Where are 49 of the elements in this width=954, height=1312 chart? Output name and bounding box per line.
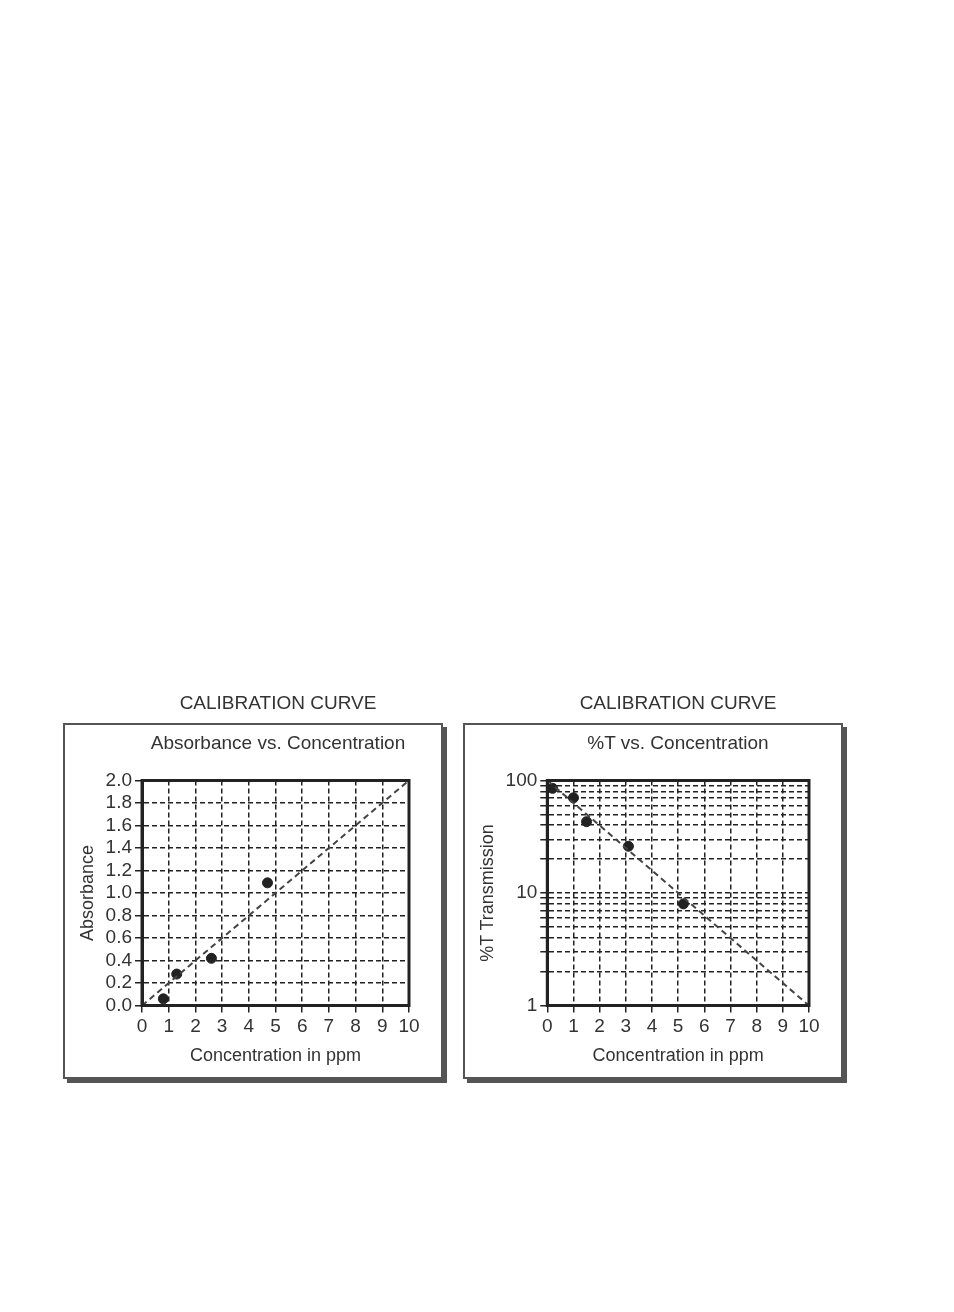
y-axis-title: %T Transmission bbox=[476, 824, 497, 962]
x-tick-label: 7 bbox=[725, 1015, 736, 1037]
x-tick-label: 7 bbox=[323, 1015, 335, 1037]
point bbox=[157, 993, 169, 1005]
x-tick-label: 1 bbox=[568, 1015, 579, 1037]
y-tick-label: 0.4 bbox=[105, 948, 133, 970]
chart-subtitle: %T vs. Concentration bbox=[586, 732, 770, 754]
x-tick-label: 5 bbox=[270, 1015, 281, 1037]
y-axis-title: Absorbance bbox=[76, 844, 97, 942]
x-tick-label: 5 bbox=[672, 1015, 684, 1037]
x-tick-label: 3 bbox=[216, 1015, 228, 1037]
x-tick-label: 4 bbox=[646, 1015, 658, 1037]
y-tick-label: 1.6 bbox=[105, 813, 133, 835]
y-tick-label: 0.8 bbox=[105, 903, 133, 925]
x-tick-label: 10 bbox=[398, 1015, 420, 1037]
y-tick-label: 2.0 bbox=[105, 768, 133, 790]
y-tick-label: 1.8 bbox=[105, 791, 133, 813]
y-tick-label: 0.6 bbox=[105, 926, 133, 948]
x-tick-label: 0 bbox=[542, 1015, 553, 1037]
y-tick-label: 0.2 bbox=[105, 971, 133, 993]
y-tick-label: 1 bbox=[526, 993, 538, 1015]
x-tick-label: 9 bbox=[777, 1015, 789, 1037]
y-tick-label: 100 bbox=[505, 768, 538, 790]
point bbox=[581, 816, 593, 828]
y-tick-label: 1.4 bbox=[105, 836, 133, 858]
x-tick-label: 2 bbox=[190, 1015, 201, 1037]
x-tick-label: 1 bbox=[163, 1015, 174, 1037]
x-tick-label: 8 bbox=[751, 1015, 762, 1037]
chart-title: CALIBRATION CURVE bbox=[578, 692, 778, 714]
x-axis-title: Concentration in ppm bbox=[592, 1045, 764, 1066]
x-tick-label: 9 bbox=[377, 1015, 388, 1037]
x-tick-label: 3 bbox=[620, 1015, 632, 1037]
x-tick-label: 8 bbox=[350, 1015, 361, 1037]
y-tick-label: 1.2 bbox=[105, 858, 133, 880]
x-tick-label: 4 bbox=[243, 1015, 255, 1037]
chart-title: CALIBRATION CURVE bbox=[178, 692, 378, 714]
x-tick-label: 0 bbox=[136, 1015, 148, 1037]
x-tick-label: 6 bbox=[296, 1015, 308, 1037]
y-tick-label: 0.0 bbox=[105, 993, 133, 1015]
y-tick-label: 10 bbox=[516, 881, 538, 903]
point bbox=[262, 877, 273, 889]
x-tick-label: 6 bbox=[699, 1015, 710, 1037]
x-axis-title: Concentration in ppm bbox=[189, 1045, 362, 1066]
point bbox=[205, 952, 217, 964]
x-tick-label: 2 bbox=[594, 1015, 605, 1037]
point bbox=[677, 898, 689, 910]
x-tick-label: 10 bbox=[798, 1015, 820, 1037]
chart-subtitle: Absorbance vs. Concentration bbox=[149, 732, 407, 754]
y-tick-label: 1.0 bbox=[105, 881, 133, 903]
